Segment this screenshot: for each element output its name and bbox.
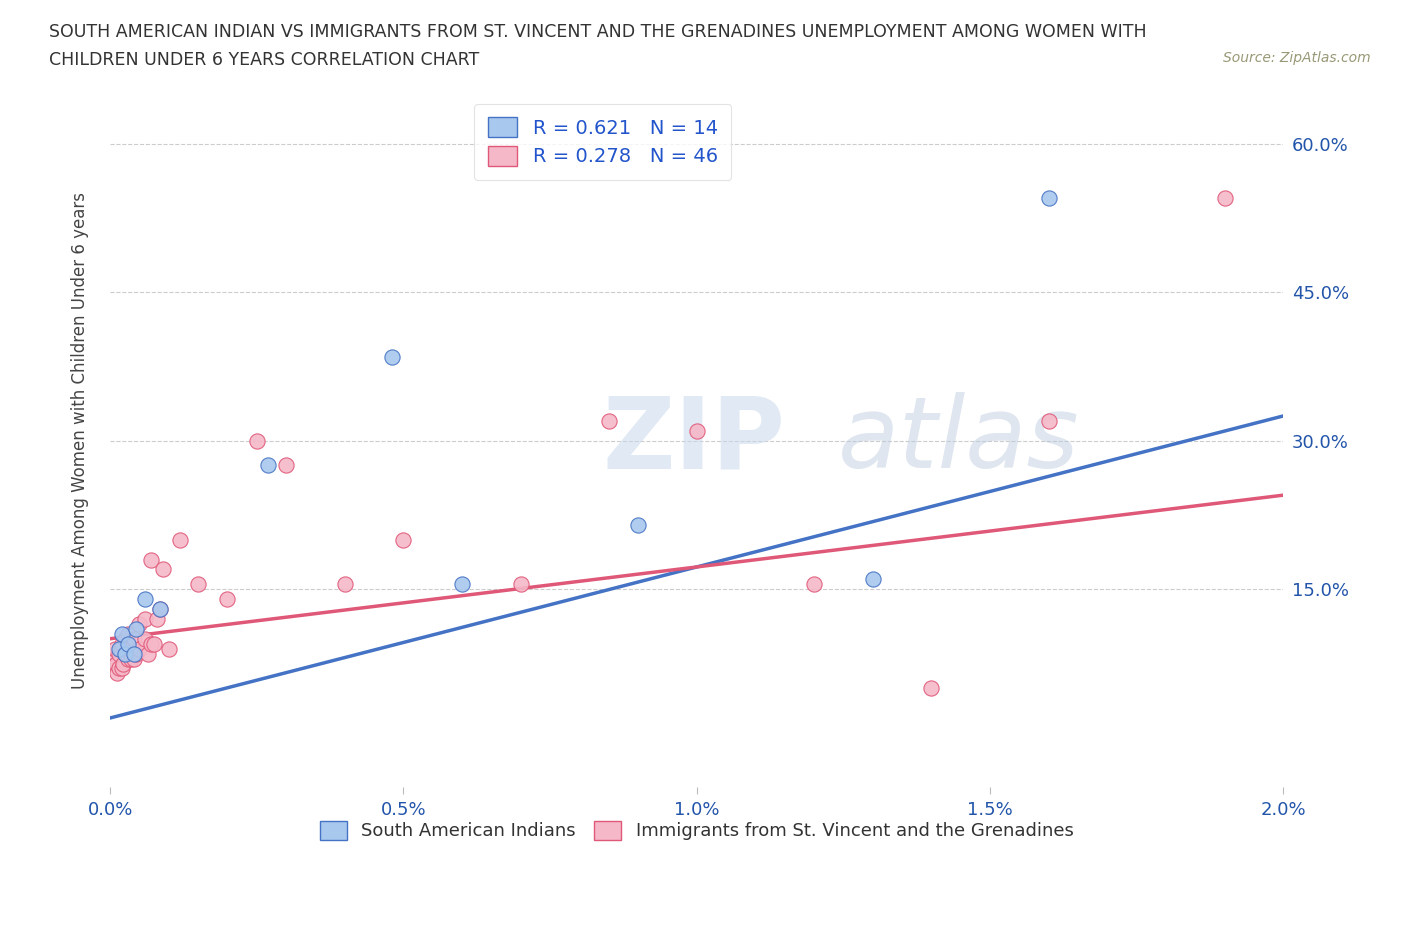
Point: [862, 572, 884, 587]
Point: [122, 651, 145, 666]
Point: [392, 532, 415, 547]
Legend: South American Indians, Immigrants from St. Vincent and the Grenadines: South American Indians, Immigrants from …: [312, 814, 1081, 847]
Point: [257, 458, 280, 472]
Point: [143, 636, 166, 651]
Point: [451, 577, 474, 591]
Point: [157, 641, 180, 656]
Point: [114, 646, 136, 661]
Point: [125, 646, 148, 661]
Point: [274, 458, 297, 472]
Point: [114, 646, 136, 661]
Point: [108, 641, 131, 656]
Text: CHILDREN UNDER 6 YEARS CORRELATION CHART: CHILDREN UNDER 6 YEARS CORRELATION CHART: [49, 51, 479, 69]
Point: [139, 636, 162, 651]
Point: [117, 651, 139, 666]
Point: [117, 627, 139, 642]
Point: [128, 617, 150, 631]
Point: [108, 646, 131, 661]
Text: Source: ZipAtlas.com: Source: ZipAtlas.com: [1223, 51, 1371, 65]
Point: [125, 621, 148, 636]
Point: [146, 612, 169, 627]
Point: [1213, 191, 1236, 206]
Point: [117, 641, 139, 656]
Point: [136, 646, 159, 661]
Point: [122, 646, 145, 661]
Point: [104, 656, 127, 671]
Y-axis label: Unemployment Among Women with Children Under 6 years: Unemployment Among Women with Children U…: [72, 193, 89, 689]
Point: [117, 636, 139, 651]
Point: [134, 591, 156, 606]
Point: [139, 552, 162, 567]
Point: [111, 627, 134, 642]
Point: [111, 661, 134, 676]
Point: [149, 602, 172, 617]
Point: [1038, 191, 1060, 206]
Point: [101, 651, 124, 666]
Point: [120, 641, 142, 656]
Point: [381, 349, 404, 364]
Point: [114, 631, 136, 646]
Point: [1038, 414, 1060, 429]
Point: [110, 641, 132, 656]
Point: [246, 433, 269, 448]
Point: [920, 681, 942, 696]
Point: [104, 641, 127, 656]
Point: [111, 636, 134, 651]
Point: [128, 641, 150, 656]
Point: [803, 577, 825, 591]
Point: [169, 532, 191, 547]
Point: [152, 562, 174, 577]
Point: [509, 577, 531, 591]
Point: [134, 631, 156, 646]
Point: [122, 631, 145, 646]
Point: [217, 591, 239, 606]
Point: [187, 577, 209, 591]
Point: [134, 612, 156, 627]
Point: [149, 602, 172, 617]
Point: [111, 656, 134, 671]
Point: [120, 651, 142, 666]
Point: [333, 577, 356, 591]
Point: [108, 661, 131, 676]
Point: [105, 666, 128, 681]
Text: ZIP: ZIP: [603, 392, 786, 489]
Point: [598, 414, 620, 429]
Text: atlas: atlas: [838, 392, 1080, 489]
Point: [627, 517, 650, 532]
Point: [686, 423, 709, 438]
Text: SOUTH AMERICAN INDIAN VS IMMIGRANTS FROM ST. VINCENT AND THE GRENADINES UNEMPLOY: SOUTH AMERICAN INDIAN VS IMMIGRANTS FROM…: [49, 23, 1147, 41]
